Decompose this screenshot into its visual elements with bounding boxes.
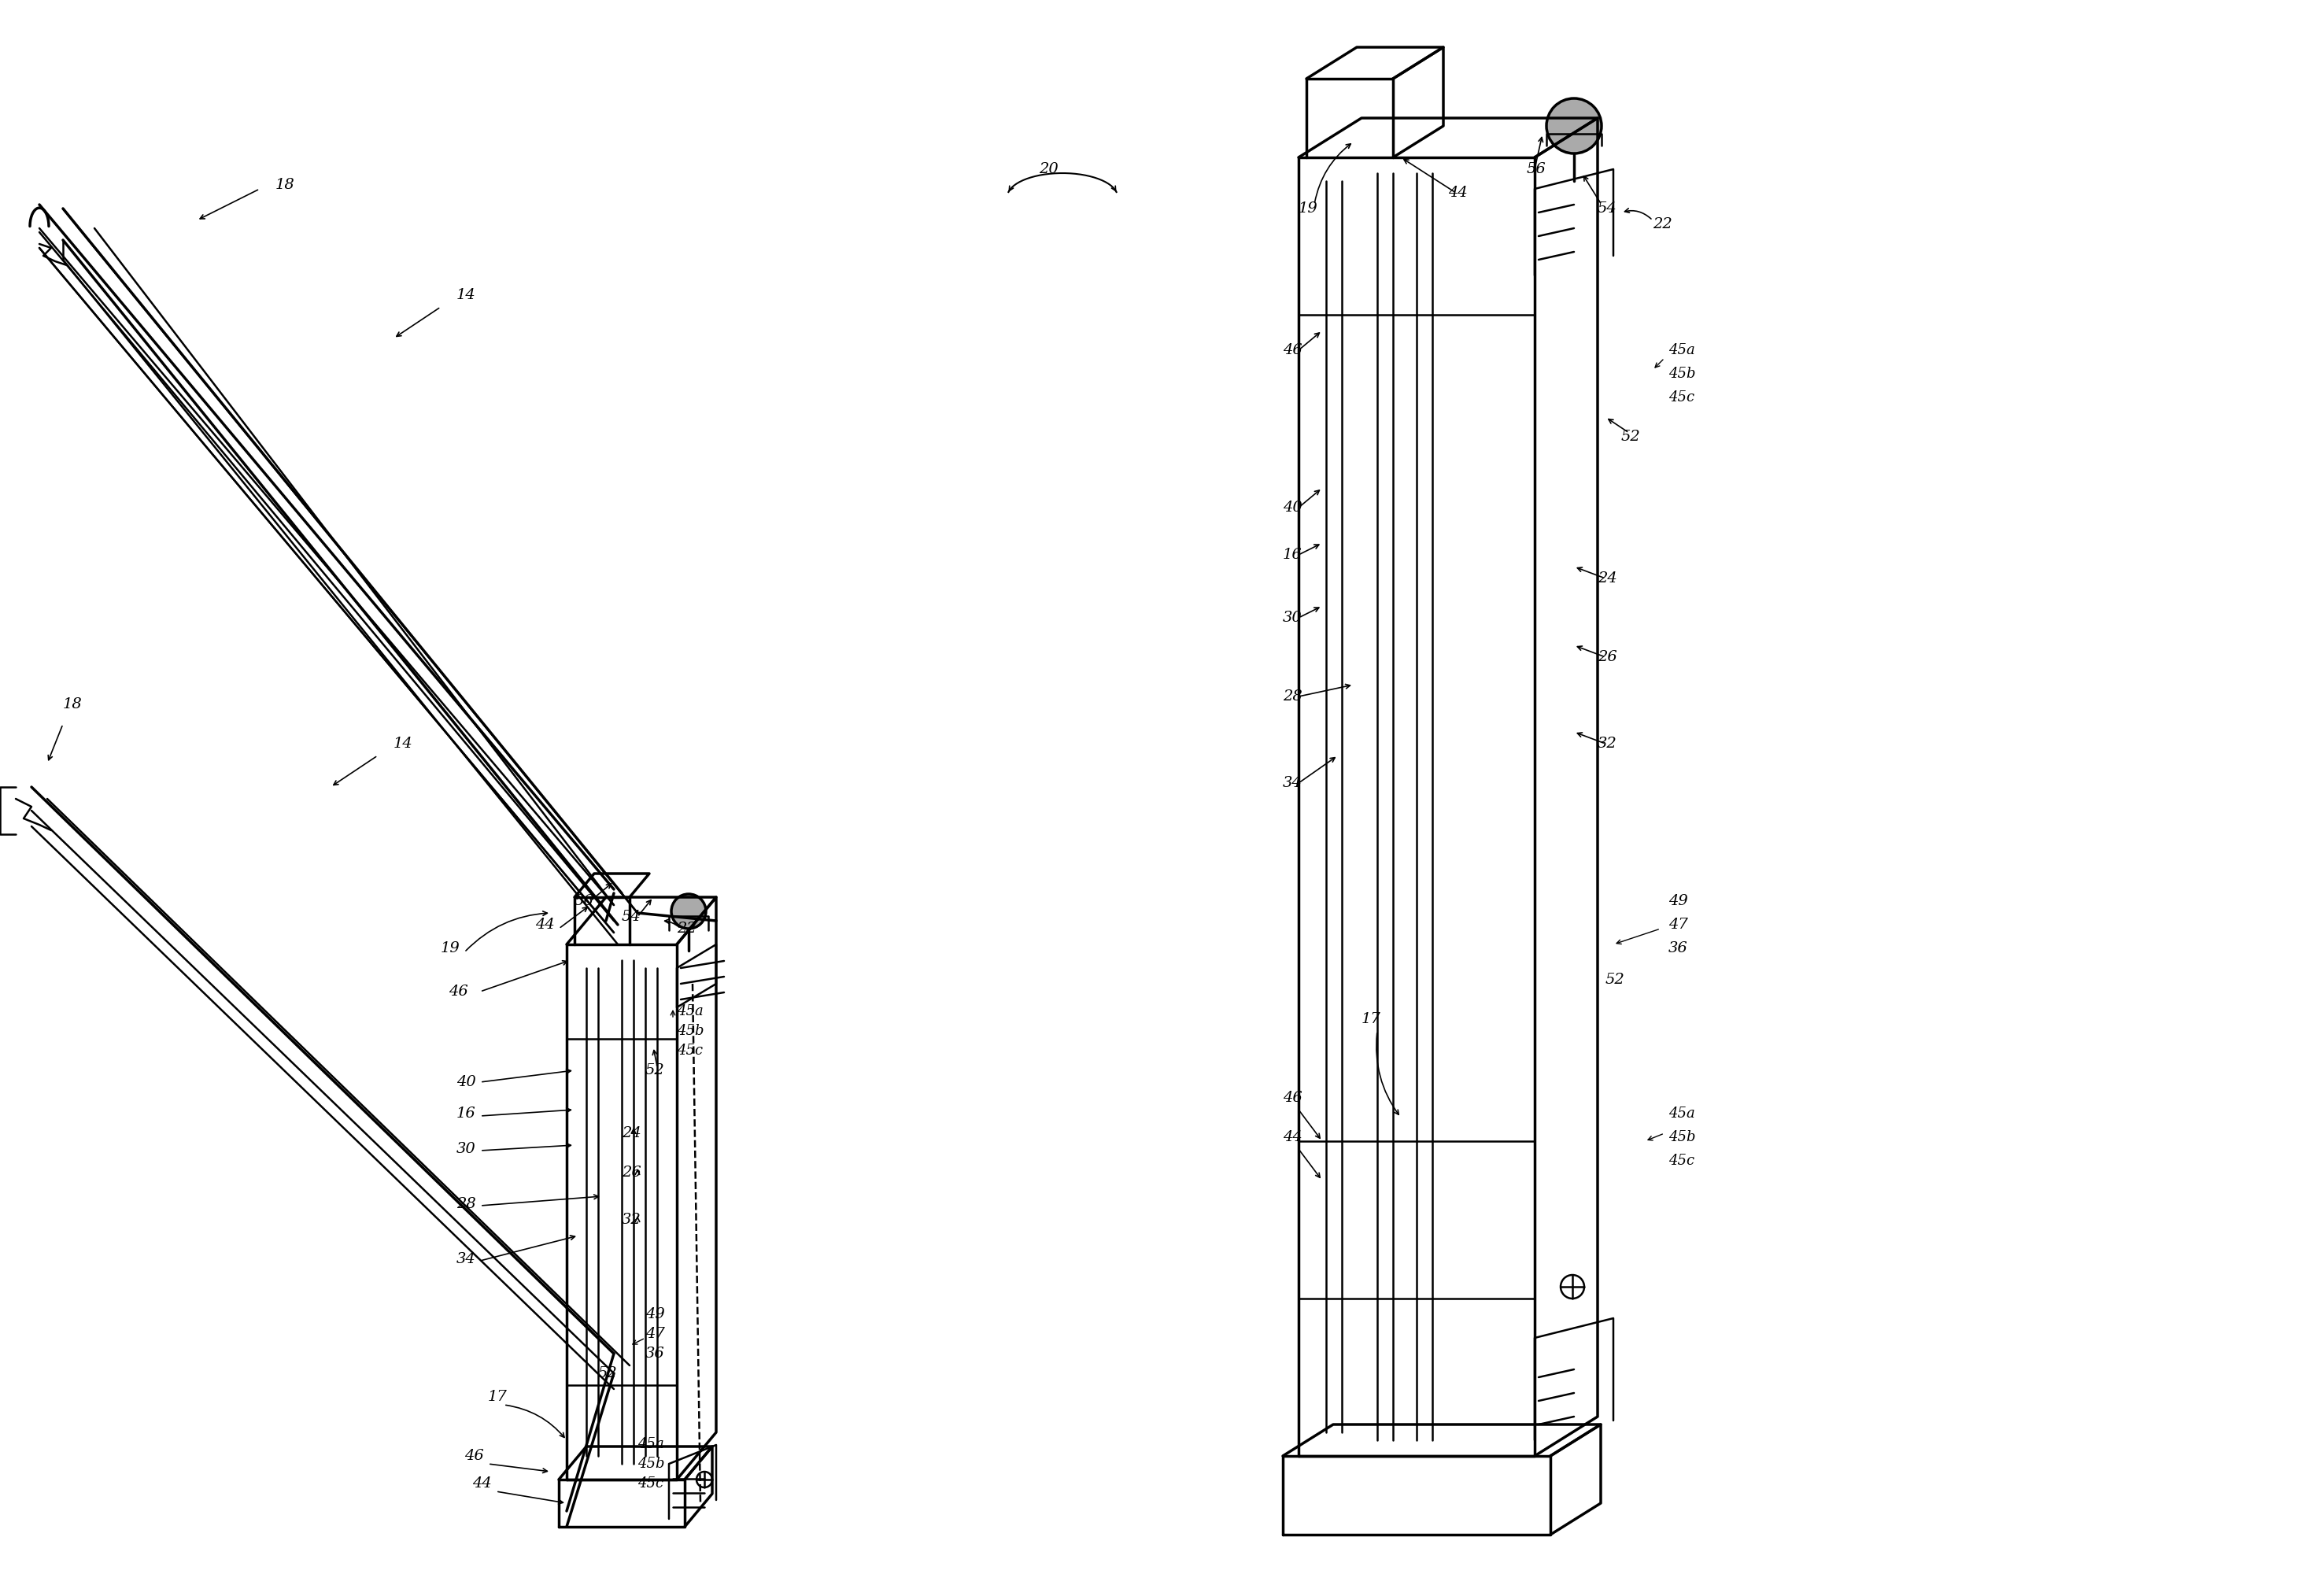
Text: 45b: 45b — [637, 1458, 665, 1470]
Text: 52: 52 — [1606, 973, 1624, 987]
Text: 46: 46 — [1283, 1091, 1301, 1105]
Text: 44: 44 — [1448, 186, 1466, 200]
Text: 54: 54 — [623, 910, 641, 924]
Text: 32: 32 — [623, 1212, 641, 1228]
Text: 45b: 45b — [1669, 1130, 1697, 1144]
Text: 20: 20 — [1039, 162, 1057, 176]
Text: 28: 28 — [1283, 689, 1301, 704]
Text: 45a: 45a — [637, 1437, 665, 1451]
Text: 40: 40 — [456, 1075, 476, 1089]
Text: 45a: 45a — [676, 1004, 704, 1018]
Text: 45b: 45b — [676, 1023, 704, 1039]
Text: 24: 24 — [623, 1125, 641, 1140]
Text: 30: 30 — [1283, 611, 1301, 625]
Text: 56: 56 — [574, 894, 595, 908]
Text: 45a: 45a — [1669, 343, 1694, 357]
Text: 52: 52 — [646, 1064, 665, 1077]
Text: 19: 19 — [1299, 201, 1318, 216]
Text: 45c: 45c — [637, 1476, 665, 1491]
Text: 46: 46 — [1283, 343, 1301, 357]
Text: 54: 54 — [1597, 201, 1618, 216]
Text: 44: 44 — [472, 1476, 493, 1491]
Text: 49: 49 — [646, 1306, 665, 1321]
Text: 14: 14 — [456, 288, 476, 302]
Text: 47: 47 — [1669, 918, 1687, 932]
Text: 45b: 45b — [1669, 367, 1697, 381]
Text: 22: 22 — [1652, 217, 1673, 231]
Text: 47: 47 — [646, 1327, 665, 1341]
Text: 16: 16 — [456, 1107, 476, 1121]
Text: 18: 18 — [277, 178, 295, 192]
Text: 34: 34 — [1283, 776, 1301, 790]
Text: 22: 22 — [676, 921, 697, 935]
Text: 44: 44 — [1283, 1130, 1301, 1144]
Text: 46: 46 — [465, 1448, 483, 1464]
Circle shape — [1545, 99, 1601, 154]
Text: 52: 52 — [597, 1366, 618, 1380]
Circle shape — [672, 894, 706, 929]
Text: 40: 40 — [1283, 501, 1301, 515]
Text: 32: 32 — [1597, 737, 1618, 751]
Text: 52: 52 — [1622, 430, 1641, 444]
Text: 26: 26 — [623, 1165, 641, 1180]
Text: 49: 49 — [1669, 894, 1687, 908]
Text: 45a: 45a — [1669, 1107, 1694, 1121]
Text: 30: 30 — [456, 1141, 476, 1155]
Text: 45c: 45c — [676, 1044, 702, 1058]
Text: 16: 16 — [1283, 548, 1301, 562]
Text: 45c: 45c — [1669, 1154, 1694, 1168]
Text: 18: 18 — [63, 697, 81, 711]
Text: 36: 36 — [646, 1346, 665, 1360]
Text: 36: 36 — [1669, 941, 1687, 955]
Text: 24: 24 — [1597, 571, 1618, 586]
Text: 14: 14 — [393, 737, 414, 751]
Text: 45c: 45c — [1669, 390, 1694, 405]
Text: 26: 26 — [1597, 650, 1618, 664]
Text: 46: 46 — [449, 985, 467, 998]
Text: 17: 17 — [1362, 1012, 1380, 1026]
Text: 19: 19 — [442, 941, 460, 955]
Text: 28: 28 — [456, 1196, 476, 1210]
Text: 44: 44 — [535, 918, 555, 932]
Text: 56: 56 — [1527, 162, 1545, 176]
Text: 17: 17 — [488, 1390, 507, 1404]
Text: 34: 34 — [456, 1251, 476, 1265]
